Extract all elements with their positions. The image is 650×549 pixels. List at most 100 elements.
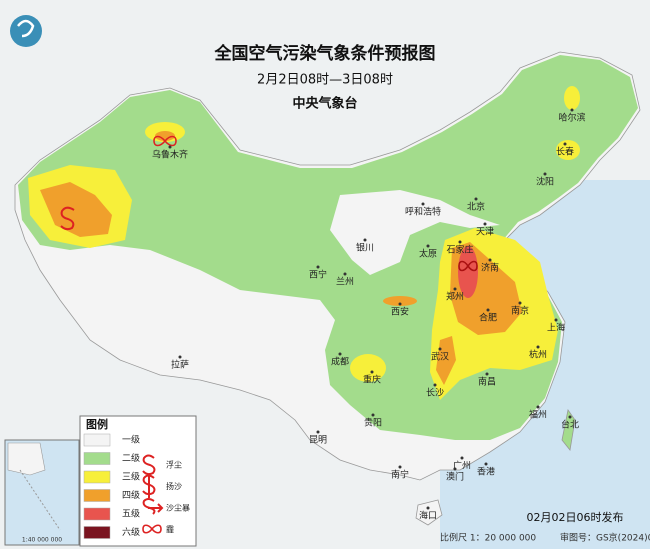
city-dot <box>474 197 478 201</box>
city-dot <box>568 415 572 419</box>
issued-time: 02月02日06时发布 <box>527 510 624 524</box>
legend-swatch <box>83 489 111 502</box>
level-1-area <box>330 190 500 275</box>
city-label: 南宁 <box>391 469 409 481</box>
city-dot <box>426 244 430 248</box>
city-dot <box>363 238 367 242</box>
legend-swatch <box>83 433 111 447</box>
legend-swatch <box>83 526 111 539</box>
level-4-area <box>383 296 417 306</box>
legend-level-label: 四级 <box>122 489 140 501</box>
city-dot <box>488 258 492 262</box>
city-dot <box>316 430 320 434</box>
city-label: 合肥 <box>479 312 497 324</box>
city-label: 乌鲁木齐 <box>152 149 188 161</box>
city-label: 沈阳 <box>536 176 554 188</box>
city-dot <box>178 355 182 359</box>
inset-boundary <box>19 469 61 531</box>
city-dot <box>168 145 172 149</box>
city-label: 哈尔滨 <box>558 112 585 124</box>
city-dot <box>570 108 574 112</box>
haze-symbol <box>458 260 478 272</box>
level-3-area <box>564 86 580 110</box>
legend-swatch <box>83 507 111 521</box>
legend-title: 图例 <box>86 417 108 431</box>
city-dot <box>370 370 374 374</box>
city-dot <box>536 345 540 349</box>
taiwan <box>561 409 576 451</box>
legend-symbol-label: 沙尘暴 <box>166 503 190 513</box>
inset-scale: 1:40 000 000 <box>22 537 62 544</box>
issuer: 中央气象台 <box>292 96 357 112</box>
city-dot <box>421 202 425 206</box>
scale: 比例尺 1：20 000 000 <box>440 532 536 544</box>
city-label: 西安 <box>391 306 409 318</box>
city-dot <box>398 302 402 306</box>
legend-haze-icon <box>142 524 162 534</box>
city-label: 海口 <box>419 510 437 522</box>
legend-level-label: 五级 <box>122 508 140 520</box>
city-label: 济南 <box>481 262 499 274</box>
city-dot <box>543 172 547 176</box>
city-dot <box>453 467 457 471</box>
city-label: 呼和浩特 <box>405 206 441 218</box>
city-dot <box>316 265 320 269</box>
city-label: 兰州 <box>336 276 354 288</box>
legend-symbol-label: 扬沙 <box>166 481 182 491</box>
dust-symbol <box>60 206 75 231</box>
legend-level-label: 三级 <box>122 471 140 483</box>
legend-swatch <box>83 452 111 465</box>
city-dot <box>460 456 464 460</box>
city-label: 长春 <box>556 146 574 158</box>
city-dot <box>486 308 490 312</box>
logo <box>10 15 42 47</box>
city-dot <box>554 318 558 322</box>
hainan <box>415 499 443 526</box>
level-1-area <box>45 248 330 385</box>
city-label: 贵阳 <box>364 417 382 429</box>
level-5-area <box>458 246 478 298</box>
city-label: 杭州 <box>529 349 547 361</box>
city-label: 台北 <box>561 419 579 431</box>
legend-symbol-label: 浮尘 <box>166 460 182 470</box>
city-label: 澳门 <box>446 471 464 483</box>
level-4-area <box>155 131 175 141</box>
city-label: 西宁 <box>309 269 327 281</box>
city-label: 福州 <box>529 409 547 421</box>
subtitle: 2月2日08时—3日08时 <box>257 73 393 88</box>
city-dot <box>438 347 442 351</box>
city-label: 南昌 <box>478 376 496 388</box>
city-label: 成都 <box>331 356 349 368</box>
city-dot <box>398 465 402 469</box>
city-dot <box>536 405 540 409</box>
city-label: 拉萨 <box>171 359 189 371</box>
city-dot <box>485 372 489 376</box>
legend-level-label: 二级 <box>122 452 140 464</box>
city-dot <box>371 413 375 417</box>
city-dot <box>518 301 522 305</box>
level-3-area <box>350 354 386 382</box>
legend-level-label: 一级 <box>122 434 140 446</box>
city-label: 太原 <box>419 248 437 260</box>
haze-symbol <box>153 135 177 147</box>
legend-swatch <box>83 470 111 484</box>
city-label: 郑州 <box>446 291 464 303</box>
city-label: 上海 <box>547 322 565 334</box>
city-dot <box>483 222 487 226</box>
legend-level-label: 六级 <box>122 526 140 538</box>
city-dot <box>453 287 457 291</box>
approval-number: 审图号：GS京(2024)0236号 <box>560 532 650 544</box>
legend-symbol-label: 霾 <box>166 525 174 534</box>
city-dot <box>563 142 567 146</box>
city-label: 广州 <box>453 460 471 472</box>
city-dot <box>338 352 342 356</box>
sea <box>440 460 570 549</box>
city-label: 昆明 <box>309 435 327 446</box>
city-label: 重庆 <box>363 374 381 386</box>
title: 全国空气污染气象条件预报图 <box>214 43 436 64</box>
legend-sandstorm-icon <box>142 498 164 515</box>
city-dot <box>458 240 462 244</box>
